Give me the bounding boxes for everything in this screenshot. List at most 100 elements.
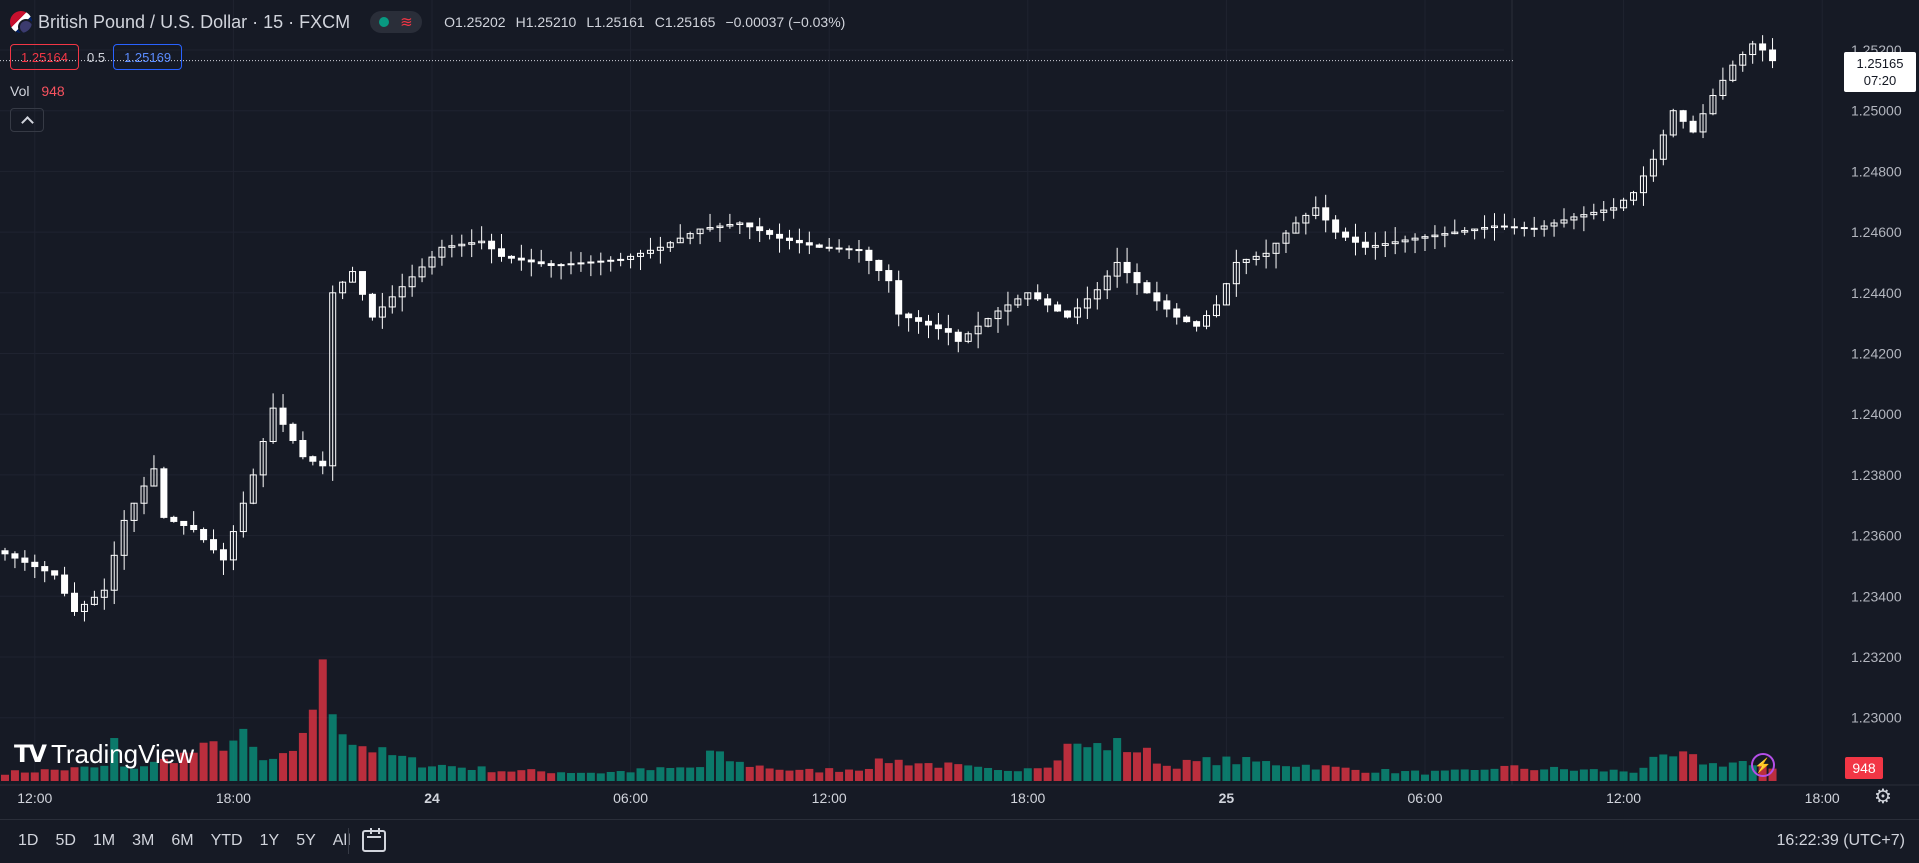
volume-bar <box>785 770 794 781</box>
volume-bar <box>994 770 1002 781</box>
candle <box>835 247 843 250</box>
volume-bar <box>100 765 109 781</box>
candle <box>1381 243 1389 246</box>
calendar-icon[interactable] <box>362 828 386 852</box>
volume-bar <box>845 769 854 781</box>
candle <box>289 423 297 442</box>
volume-bar <box>288 750 297 781</box>
volume-bar <box>1589 769 1598 781</box>
candle <box>1024 292 1032 300</box>
volume-bar <box>298 732 307 781</box>
volume-bar <box>1083 747 1092 781</box>
volume-bar <box>964 765 973 781</box>
candle <box>1212 304 1220 317</box>
volume-bar <box>924 763 933 781</box>
volume-bar <box>328 714 337 781</box>
candle <box>766 230 774 235</box>
candle <box>329 292 337 467</box>
candle <box>776 233 784 239</box>
volume-bar <box>1728 762 1737 781</box>
volume-bar <box>1569 770 1578 781</box>
candle <box>895 280 903 315</box>
volume-bar <box>1232 764 1241 781</box>
volume-bar <box>706 750 715 781</box>
candle <box>378 306 386 318</box>
volume-bar <box>1460 769 1469 781</box>
volume-bar <box>1560 769 1569 781</box>
candle <box>1729 64 1737 81</box>
candle <box>31 561 39 568</box>
candle <box>1371 244 1379 248</box>
range-1y-button[interactable]: 1Y <box>259 832 280 849</box>
volume-bar <box>120 766 129 781</box>
volume-bar <box>755 765 764 781</box>
volume-bar <box>864 768 873 781</box>
volume-bar <box>199 742 208 781</box>
volume-bar <box>974 766 983 781</box>
volume-bar <box>249 746 258 781</box>
lightning-bolt-icon[interactable]: ⚡ <box>1751 753 1775 777</box>
candle <box>1481 227 1489 230</box>
range-1d-button[interactable]: 1D <box>18 832 39 849</box>
candle <box>954 331 962 342</box>
range-5y-button[interactable]: 5Y <box>296 832 316 849</box>
volume-legend[interactable]: Vol 948 <box>10 83 65 99</box>
candle <box>1530 227 1538 230</box>
gear-icon[interactable]: ⚙ <box>1874 786 1892 808</box>
candle <box>1034 292 1042 300</box>
candle <box>547 263 555 266</box>
volume-bar <box>437 764 446 781</box>
volume-bar <box>1222 756 1231 781</box>
volume-bar <box>914 763 923 781</box>
clock[interactable]: 16:22:39 (UTC+7) <box>1776 832 1905 849</box>
candle <box>1322 207 1330 221</box>
time-tick-label: 18:00 <box>1010 790 1045 806</box>
volume-bar <box>10 770 19 781</box>
volume-legend-value: 948 <box>41 83 65 99</box>
sell-button[interactable]: 1.25164 <box>10 44 79 70</box>
candle <box>339 281 347 294</box>
candle <box>41 566 49 572</box>
range-ytd-button[interactable]: YTD <box>210 832 243 849</box>
market-status[interactable]: ≋ <box>370 11 423 33</box>
range-3m-button[interactable]: 3M <box>132 832 155 849</box>
buy-button[interactable]: 1.25169 <box>113 44 183 70</box>
candle <box>855 249 863 252</box>
volume-bar <box>1103 750 1112 781</box>
candle <box>974 325 982 335</box>
collapse-legend-button[interactable] <box>10 108 44 132</box>
symbol-title[interactable]: British Pound / U.S. Dollar · 15 · FXCM <box>38 11 351 32</box>
volume-bar <box>1212 765 1221 781</box>
candle <box>845 248 853 251</box>
candle <box>1639 175 1647 194</box>
time-tick-label: 12:00 <box>812 790 847 806</box>
candle <box>785 237 793 241</box>
volume-bar <box>1480 769 1489 781</box>
candle <box>279 407 287 425</box>
time-tick-label: 18:00 <box>216 790 251 806</box>
volume-bar <box>1440 770 1449 781</box>
volume-bar <box>1500 765 1509 781</box>
candle <box>1332 219 1340 233</box>
candle <box>934 324 942 330</box>
gbp-usd-flag-icon <box>10 11 32 33</box>
volume-bar <box>576 772 585 781</box>
candle <box>617 258 625 261</box>
candle <box>1014 298 1022 306</box>
candle <box>200 529 208 541</box>
bottom-toolbar: 1D 5D 1M 3M 6M YTD 1Y 5Y All 16:22:39 (U… <box>0 819 1919 863</box>
volume-bar <box>1411 770 1420 781</box>
price-chart[interactable]: 1.252001.250001.248001.246001.244001.242… <box>0 0 1919 819</box>
bar-countdown: 07:20 <box>1863 73 1897 88</box>
volume-bar <box>110 738 119 781</box>
volume-bar <box>1540 769 1549 781</box>
range-5d-button[interactable]: 5D <box>55 832 76 849</box>
range-all-button[interactable]: All <box>332 832 351 849</box>
volume-bar <box>1738 761 1747 781</box>
volume-bar <box>1490 768 1499 781</box>
range-6m-button[interactable]: 6M <box>171 832 194 849</box>
candle <box>229 531 237 561</box>
candle <box>1560 219 1568 224</box>
range-1m-button[interactable]: 1M <box>92 832 116 849</box>
tradingview-logo[interactable]: 𝗧𝗩 TradingView <box>14 739 194 770</box>
